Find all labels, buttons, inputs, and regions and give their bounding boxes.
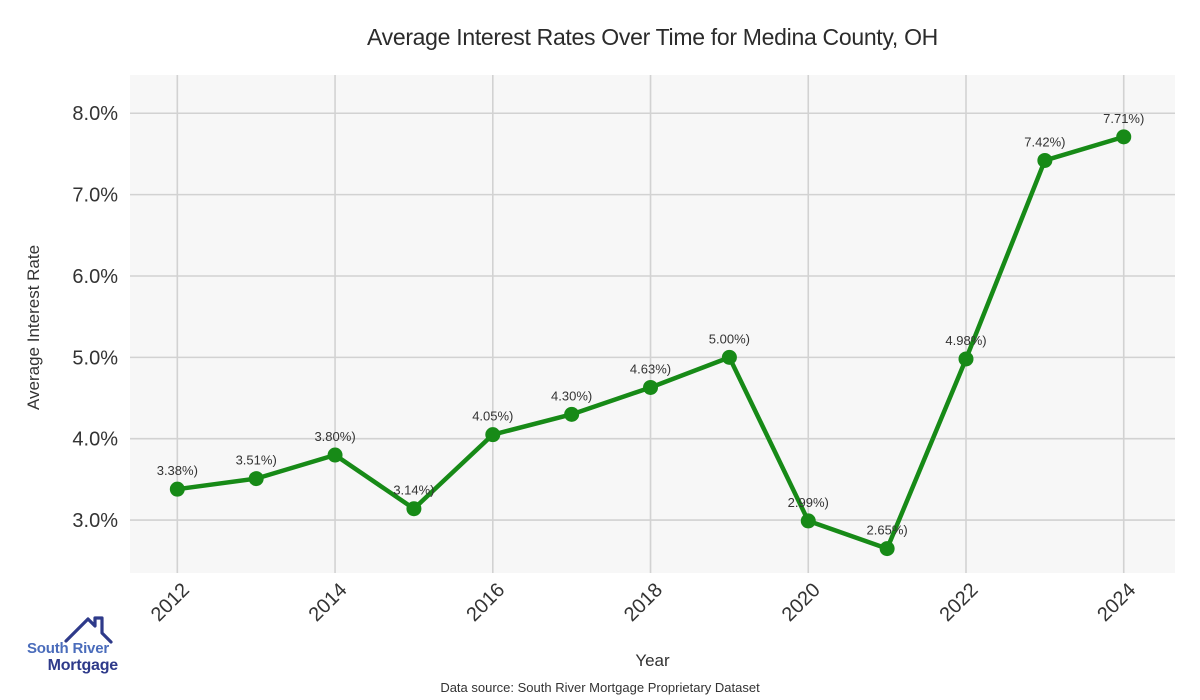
data-point [248,471,264,487]
x-tick-label: 2014 [305,579,352,626]
data-point [485,427,501,443]
data-point-label: 7.71%) [1103,111,1144,126]
y-axis-title: Average Interest Rate [24,244,43,410]
data-point-label: 2.65%) [867,523,908,538]
x-tick-label: 2024 [1093,579,1140,626]
data-source-note: Data source: South River Mortgage Propri… [440,680,760,695]
page-title: Average Interest Rates Over Time for Med… [367,24,938,50]
data-point [958,351,974,367]
data-point-label: 7.42%) [1024,134,1065,149]
data-point [564,406,580,422]
data-point [1037,152,1053,168]
logo-text-south-river: South River [27,640,109,657]
data-point-label: 5.00%) [709,331,750,346]
x-tick-label: 2018 [620,579,667,626]
data-point-label: 3.51%) [236,453,277,468]
data-point-label: 4.05%) [472,409,513,424]
x-tick-label: 2016 [462,579,509,626]
data-point [169,481,185,497]
data-point-label: 4.63%) [630,361,671,376]
y-tick-label: 6.0% [72,266,118,288]
data-point [327,447,343,463]
data-point [879,541,895,557]
data-point [721,349,737,365]
y-tick-label: 4.0% [72,429,118,451]
data-point-label: 2.99%) [788,495,829,510]
x-tick-label: 2012 [147,579,194,626]
data-point-label: 3.80%) [314,429,355,444]
data-point [800,513,816,529]
x-tick-label: 2022 [936,579,983,626]
house-roof-icon [64,616,113,644]
y-tick-label: 3.0% [72,510,118,532]
x-tick-label: 2020 [778,579,825,626]
data-point-label: 3.14%) [393,483,434,498]
data-point-label: 4.98%) [945,333,986,348]
y-tick-label: 5.0% [72,347,118,369]
x-axis-title: Year [635,651,670,670]
plot-background [130,75,1175,573]
data-point [643,379,659,395]
logo: South River Mortgage [27,614,122,675]
y-tick-label: 7.0% [72,185,118,207]
logo-text-mortgage: Mortgage [47,657,119,674]
data-point-label: 3.38%) [157,463,198,478]
data-point [406,501,422,517]
data-point [1116,129,1132,145]
y-tick-label: 8.0% [72,103,118,125]
data-point-label: 4.30%) [551,388,592,403]
